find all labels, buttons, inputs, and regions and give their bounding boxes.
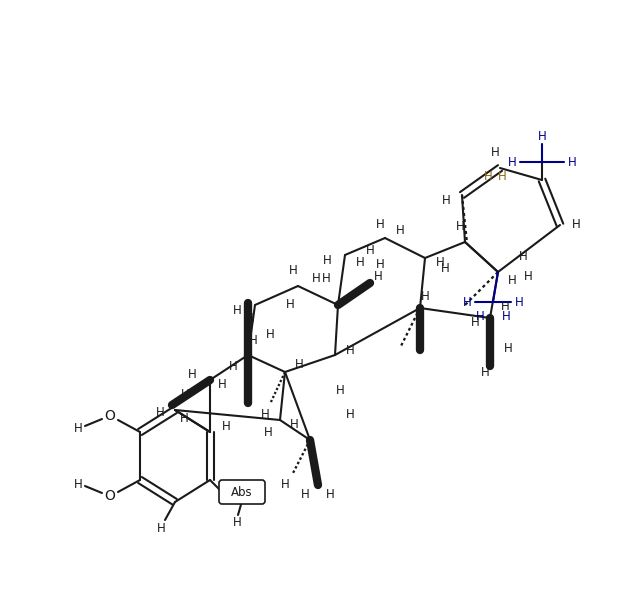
Text: O: O bbox=[105, 409, 115, 423]
Text: O: O bbox=[105, 489, 115, 503]
Text: H: H bbox=[441, 193, 450, 206]
Text: H: H bbox=[280, 478, 289, 491]
Text: H: H bbox=[285, 298, 294, 311]
Text: H: H bbox=[515, 296, 523, 309]
Text: H: H bbox=[180, 411, 188, 424]
Text: H: H bbox=[346, 343, 354, 356]
Text: H: H bbox=[218, 378, 227, 391]
Text: H: H bbox=[181, 388, 190, 401]
Text: H: H bbox=[456, 220, 464, 233]
Text: Abs: Abs bbox=[231, 485, 253, 498]
FancyBboxPatch shape bbox=[219, 480, 265, 504]
Text: H: H bbox=[572, 219, 580, 232]
Text: H: H bbox=[396, 223, 404, 236]
Text: H: H bbox=[322, 271, 331, 284]
Text: H: H bbox=[471, 317, 480, 330]
Text: H: H bbox=[233, 515, 242, 528]
Text: H: H bbox=[501, 300, 510, 313]
Text: H: H bbox=[322, 254, 331, 267]
Text: H: H bbox=[538, 129, 546, 142]
Text: H: H bbox=[260, 408, 269, 421]
Text: H: H bbox=[518, 251, 527, 264]
Text: H: H bbox=[312, 271, 321, 284]
Text: H: H bbox=[74, 478, 83, 491]
Text: H: H bbox=[300, 489, 309, 502]
Text: H: H bbox=[265, 329, 274, 342]
Text: H: H bbox=[156, 405, 165, 418]
Text: H: H bbox=[463, 296, 471, 309]
Text: H: H bbox=[421, 290, 429, 303]
Text: H: H bbox=[568, 155, 577, 168]
Text: H: H bbox=[336, 384, 344, 397]
Text: H: H bbox=[491, 147, 500, 160]
Text: H: H bbox=[295, 358, 304, 371]
Text: H: H bbox=[523, 271, 532, 284]
Text: H: H bbox=[222, 421, 230, 434]
Text: H: H bbox=[476, 310, 485, 323]
Text: H: H bbox=[264, 426, 272, 439]
Text: H: H bbox=[346, 408, 354, 421]
Text: H: H bbox=[441, 261, 449, 274]
Text: H: H bbox=[481, 366, 490, 379]
Text: H: H bbox=[356, 256, 364, 269]
Text: H: H bbox=[233, 304, 242, 317]
Text: H: H bbox=[249, 335, 257, 348]
Text: H: H bbox=[484, 170, 493, 183]
Text: H: H bbox=[245, 313, 254, 326]
Text: H: H bbox=[501, 310, 510, 323]
Text: H: H bbox=[366, 243, 374, 256]
Text: H: H bbox=[504, 342, 512, 355]
Text: H: H bbox=[508, 155, 516, 168]
Text: H: H bbox=[156, 521, 165, 534]
Text: H: H bbox=[74, 421, 83, 434]
Text: H: H bbox=[228, 361, 237, 374]
Text: H: H bbox=[289, 265, 297, 278]
Text: H: H bbox=[326, 489, 334, 502]
Text: H: H bbox=[188, 369, 197, 382]
Text: H: H bbox=[374, 271, 382, 284]
Text: H: H bbox=[376, 258, 384, 271]
Text: H: H bbox=[290, 418, 299, 431]
Text: H: H bbox=[508, 274, 516, 287]
Text: H: H bbox=[436, 256, 444, 269]
Text: H: H bbox=[498, 170, 506, 183]
Text: H: H bbox=[376, 217, 384, 230]
